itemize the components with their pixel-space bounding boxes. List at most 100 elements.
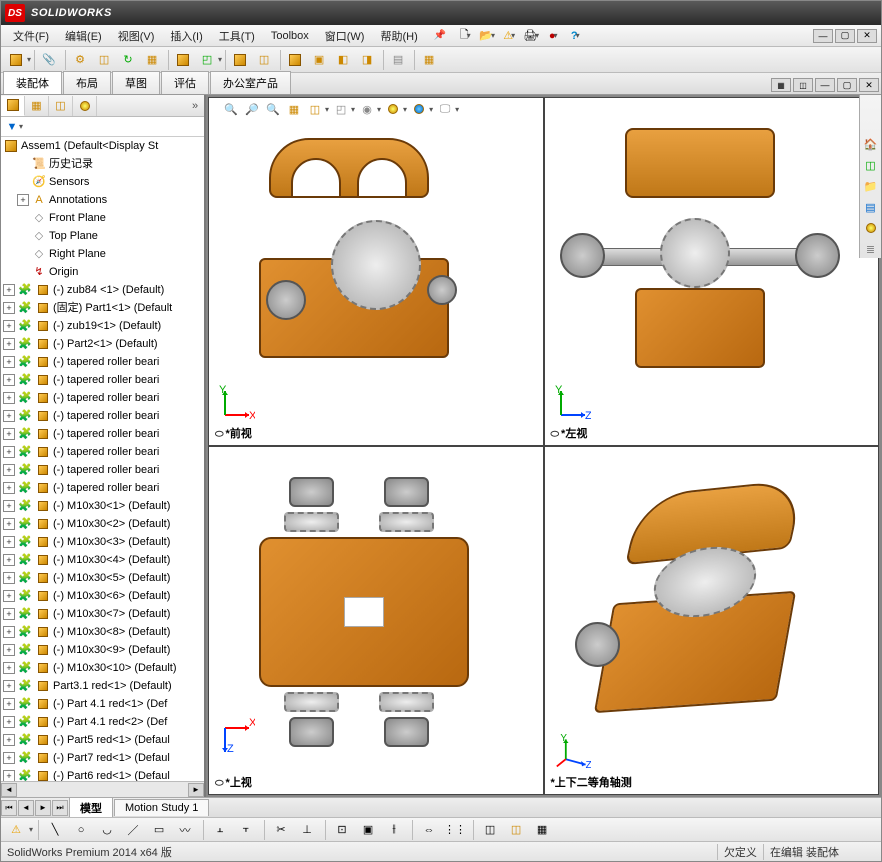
sk-line2[interactable]: ／	[122, 819, 144, 841]
scene-button[interactable]	[410, 100, 428, 118]
print-button[interactable]: 🖨▾	[522, 27, 540, 45]
tree-item[interactable]: +🧩(-) tapered roller beari	[1, 479, 204, 497]
sk-line[interactable]: ╲	[44, 819, 66, 841]
library-button[interactable]: ◫	[862, 156, 880, 174]
new-doc-button[interactable]: 🗋▾	[456, 27, 474, 45]
tree-root-row[interactable]: Assem1 (Default<Display St	[1, 137, 204, 155]
tb-btn-9[interactable]	[284, 49, 306, 71]
expand-button[interactable]: +	[3, 482, 15, 494]
tb-btn-10[interactable]: ▣	[308, 49, 330, 71]
expand-button[interactable]: +	[3, 356, 15, 368]
tab-office[interactable]: 办公室产品	[210, 71, 291, 94]
tb-btn-13[interactable]: ▤	[387, 49, 409, 71]
tree-item[interactable]: ◇Front Plane	[1, 209, 204, 227]
tree-item[interactable]: +🧩(-) M10x30<5> (Default)	[1, 569, 204, 587]
tree-item[interactable]: +🧩(-) M10x30<8> (Default)	[1, 623, 204, 641]
tab-scroll-next[interactable]: ►	[35, 800, 51, 816]
sk-sel[interactable]: ⚠	[5, 819, 27, 841]
scroll-left-button[interactable]: ◄	[1, 783, 17, 797]
folder-button[interactable]: 📁	[862, 177, 880, 195]
minimize-button[interactable]: —	[813, 29, 833, 43]
tab-motion-study[interactable]: Motion Study 1	[114, 799, 209, 816]
sk-grid[interactable]: ▦	[531, 819, 553, 841]
tree-item[interactable]: +🧩(-) M10x30<3> (Default)	[1, 533, 204, 551]
tb-btn-1[interactable]: ⚙	[69, 49, 91, 71]
expand-button[interactable]: +	[3, 734, 15, 746]
save-button[interactable]: ⚠▾	[500, 27, 518, 45]
tree-tab-display[interactable]: ◫	[49, 96, 73, 116]
tb-btn-3[interactable]: ↻	[117, 49, 139, 71]
tree-tab-appear[interactable]	[73, 96, 97, 116]
menu-file[interactable]: 文件(F)	[5, 26, 57, 46]
expand-button[interactable]: +	[3, 320, 15, 332]
render-button[interactable]: 🖵	[436, 100, 454, 118]
tree-item[interactable]: +🧩(-) zub84 <1> (Default)	[1, 281, 204, 299]
tab-sketch[interactable]: 草图	[112, 71, 160, 94]
expand-button[interactable]: +	[3, 572, 15, 584]
hide-show-button[interactable]: ◉	[358, 100, 376, 118]
sk-mir[interactable]: ⇔	[418, 819, 440, 841]
expand-button[interactable]: +	[3, 500, 15, 512]
expand-button[interactable]: +	[3, 338, 15, 350]
expand-button[interactable]: +	[3, 698, 15, 710]
tree-horizontal-scrollbar[interactable]: ◄ ►	[1, 781, 204, 797]
sk-spline[interactable]: 〰	[174, 819, 196, 841]
tab-scroll-prev[interactable]: ◄	[18, 800, 34, 816]
sk-rel2[interactable]: ▣	[357, 819, 379, 841]
sk-circle[interactable]: ○	[70, 819, 92, 841]
menu-help[interactable]: 帮助(H)	[372, 26, 425, 46]
zoom-fit-button[interactable]: 🔍	[222, 100, 240, 118]
viewport-isometric[interactable]: ZY *上下二等角轴测	[544, 446, 880, 795]
menu-insert[interactable]: 插入(I)	[162, 26, 210, 46]
open-button[interactable]: 📂▾	[478, 27, 496, 45]
menu-window[interactable]: 窗口(W)	[317, 26, 373, 46]
custom-props-button[interactable]: ≣	[862, 240, 880, 258]
tree-item[interactable]: +🧩(-) M10x30<10> (Default)	[1, 659, 204, 677]
tree-item[interactable]: +🧩(固定) Part1<1> (Default	[1, 299, 204, 317]
tree-item[interactable]: +🧩(-) M10x30<2> (Default)	[1, 515, 204, 533]
tree-item[interactable]: ↯Origin	[1, 263, 204, 281]
appearance-button[interactable]	[384, 100, 402, 118]
sk-rel1[interactable]: ⊡	[331, 819, 353, 841]
tb-assembly-button[interactable]	[5, 49, 27, 71]
menu-pin-icon[interactable]: 📌	[426, 28, 454, 43]
tab-assembly[interactable]: 装配体	[3, 71, 62, 94]
view-orient-button[interactable]: ◫	[306, 100, 324, 118]
maximize-button[interactable]: ▢	[835, 29, 855, 43]
expand-button[interactable]: +	[3, 608, 15, 620]
tree-item[interactable]: +🧩(-) tapered roller beari	[1, 389, 204, 407]
sk-pat[interactable]: ⋮⋮	[444, 819, 466, 841]
tree-tab-feature[interactable]	[1, 96, 25, 116]
tab-evaluate[interactable]: 评估	[161, 71, 209, 94]
expand-button[interactable]: +	[3, 644, 15, 656]
tree-item[interactable]: 📜历史记录	[1, 155, 204, 173]
tb-btn-14[interactable]: ▦	[418, 49, 440, 71]
tb-btn-7[interactable]	[229, 49, 251, 71]
expand-button[interactable]: +	[3, 410, 15, 422]
appearances-button[interactable]	[862, 219, 880, 237]
tab-scroll-last[interactable]: ⏭	[52, 800, 68, 816]
tree-item[interactable]: +🧩(-) zub19<1> (Default)	[1, 317, 204, 335]
tb-clip-button[interactable]: 📎	[38, 49, 60, 71]
menu-toolbox[interactable]: Toolbox	[263, 28, 317, 44]
expand-button[interactable]: +	[3, 536, 15, 548]
sk-dim2[interactable]: ⫟	[235, 819, 257, 841]
tb-btn-5[interactable]	[172, 49, 194, 71]
sk-rect[interactable]: ▭	[148, 819, 170, 841]
viewport-front[interactable]: XY ⬭*前视	[208, 97, 544, 446]
expand-button[interactable]: +	[3, 626, 15, 638]
expand-button[interactable]: +	[3, 554, 15, 566]
collapse-tree-button[interactable]: »	[186, 100, 204, 112]
doc-maximize-button[interactable]: ▢	[837, 78, 857, 92]
tb-btn-11[interactable]: ◧	[332, 49, 354, 71]
sk-rel3[interactable]: ⫲	[383, 819, 405, 841]
doc-btn-2[interactable]: ◫	[793, 78, 813, 92]
feature-tree[interactable]: Assem1 (Default<Display St 📜历史记录🧭Sensors…	[1, 137, 204, 781]
tree-item[interactable]: +🧩(-) tapered roller beari	[1, 443, 204, 461]
menu-tools[interactable]: 工具(T)	[211, 26, 263, 46]
tree-item[interactable]: +🧩(-) Part 4.1 red<1> (Def	[1, 695, 204, 713]
section-button[interactable]: ▦	[285, 100, 303, 118]
tree-item[interactable]: +🧩(-) M10x30<7> (Default)	[1, 605, 204, 623]
display-style-button[interactable]: ◰	[332, 100, 350, 118]
menu-view[interactable]: 视图(V)	[110, 26, 163, 46]
